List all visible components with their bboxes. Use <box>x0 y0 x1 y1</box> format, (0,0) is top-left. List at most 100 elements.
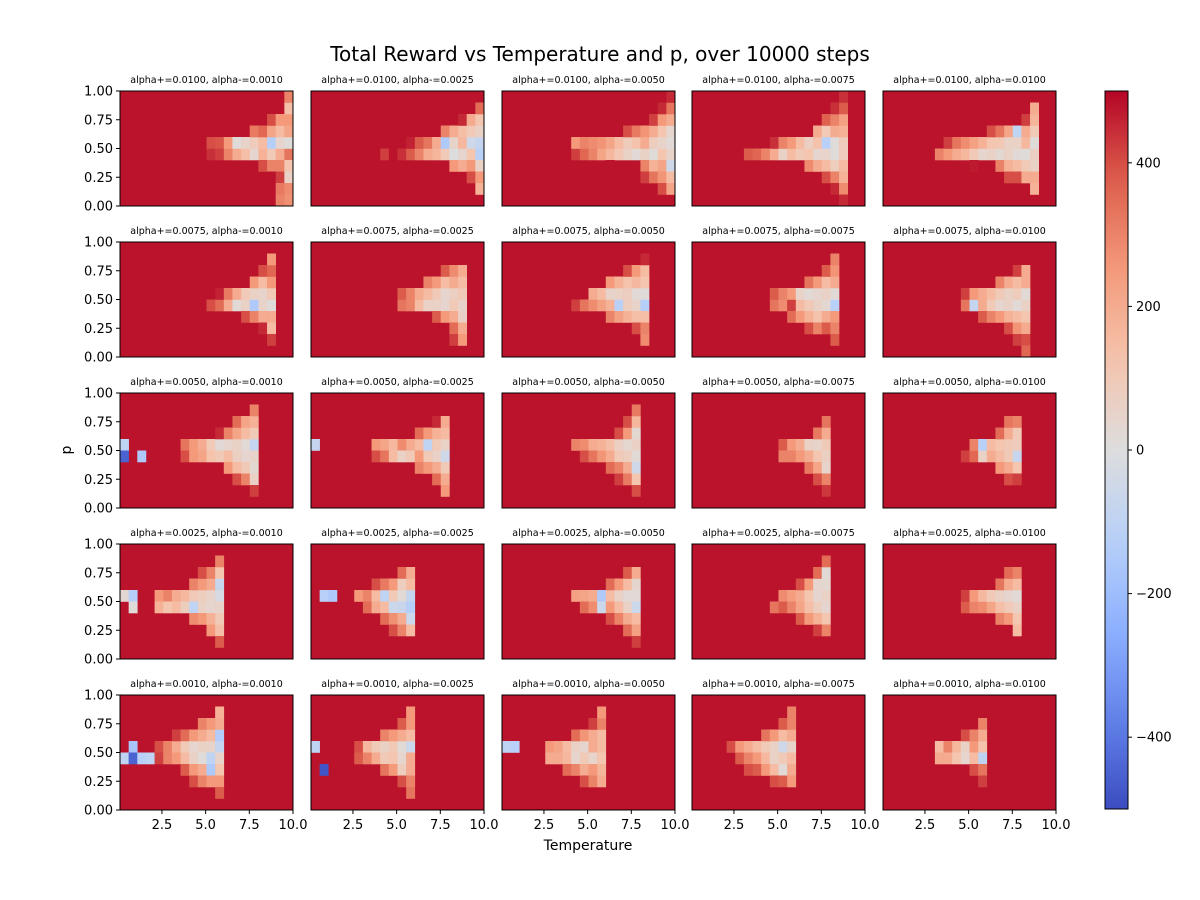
heatmap-cell <box>631 439 641 451</box>
heatmap-cell <box>388 578 398 591</box>
heatmap-cell <box>267 334 276 346</box>
heatmap-cell <box>623 288 633 300</box>
panel-title: alpha+=0.0075, alpha-=0.0010 <box>130 226 283 237</box>
panel: alpha+=0.0025, alpha-=0.0010 0.00 0.25 0.50… <box>84 528 294 668</box>
heatmap-cell <box>752 741 762 753</box>
y-axis-label: p <box>59 445 75 454</box>
heatmap-cell <box>743 148 753 161</box>
panel: alpha+=0.0100, alpha-=0.0075 <box>691 75 866 207</box>
heatmap-cell <box>458 125 467 138</box>
heatmap-cell <box>778 752 788 765</box>
heatmap-cell <box>397 590 407 602</box>
heatmap-cell <box>1012 160 1022 172</box>
heatmap-cell <box>380 741 390 753</box>
heatmap-cell <box>830 334 840 346</box>
heatmap-cell <box>769 601 779 614</box>
heatmap-cell <box>180 764 190 776</box>
heatmap-cell <box>657 148 667 161</box>
heatmap-cell <box>631 276 641 289</box>
heatmap-cell <box>423 288 433 300</box>
heatmap-cell <box>249 311 259 323</box>
heatmap-cell <box>605 288 615 300</box>
heatmap-cell <box>406 299 416 312</box>
heatmap-cell <box>821 439 831 451</box>
heatmap-cell <box>821 485 831 497</box>
heatmap-cell <box>553 752 563 765</box>
heatmap-cell <box>778 137 788 149</box>
heatmap-cell <box>406 787 416 799</box>
panel-title: alpha+=0.0075, alpha-=0.0075 <box>702 226 855 237</box>
heatmap-cell <box>380 764 390 776</box>
heatmap-cell <box>978 288 988 300</box>
heatmap-cell <box>397 752 407 765</box>
heatmap-cell <box>813 148 823 161</box>
heatmap-cell <box>571 729 581 742</box>
heatmap-cell <box>795 288 805 300</box>
heatmap-cell <box>986 125 996 138</box>
heatmap-cell <box>1004 567 1014 579</box>
heatmap-cell <box>232 462 242 474</box>
heatmap-cell <box>475 125 485 138</box>
heatmap-cell <box>267 265 276 277</box>
y-tick-label: 0.25 <box>84 322 113 337</box>
heatmap-cell <box>597 601 607 614</box>
heatmap-cell <box>189 439 199 451</box>
heatmap-cell <box>180 729 190 742</box>
panel-title: alpha+=0.0050, alpha-=0.0100 <box>893 377 1046 388</box>
heatmap-cell <box>1004 462 1014 474</box>
heatmap-cell <box>267 148 276 161</box>
heatmap-cell <box>579 752 589 765</box>
panel-title: alpha+=0.0025, alpha-=0.0075 <box>702 528 855 539</box>
heatmap-cell <box>1004 578 1014 591</box>
heatmap-cell <box>1021 299 1031 312</box>
heatmap-cell <box>319 590 329 602</box>
heatmap-cell <box>752 752 762 765</box>
y-tick-label: 0.75 <box>84 264 113 279</box>
heatmap-cell <box>631 485 641 497</box>
heatmap-cell <box>761 148 771 161</box>
y-tick-label: 1.00 <box>84 85 113 100</box>
heatmap-cell <box>597 288 607 300</box>
heatmap-cell <box>440 276 450 289</box>
heatmap-cell <box>275 137 285 149</box>
heatmap-cell <box>623 427 633 440</box>
heatmap-cell <box>795 578 805 591</box>
panel: alpha+=0.0050, alpha-=0.0075 <box>691 377 866 509</box>
heatmap-cell <box>466 125 476 138</box>
heatmap-cell <box>830 171 840 184</box>
heatmap-cell <box>258 322 268 335</box>
heatmap-cell <box>197 741 207 753</box>
heatmap-cell <box>821 450 831 463</box>
heatmap-cell <box>215 729 225 742</box>
heatmap-cell <box>969 601 979 614</box>
heatmap-cell <box>995 148 1005 161</box>
heatmap-cell <box>649 114 658 126</box>
heatmap-cell <box>623 578 633 591</box>
heatmap-cell <box>388 752 398 765</box>
heatmap-cell <box>995 439 1005 451</box>
heatmap-cell <box>423 427 433 440</box>
panel-title: alpha+=0.0050, alpha-=0.0010 <box>130 377 283 388</box>
heatmap-cell <box>787 775 797 788</box>
heatmap-cell <box>397 148 407 161</box>
panel-title: alpha+=0.0100, alpha-=0.0100 <box>893 75 1046 86</box>
heatmap-cell <box>249 485 259 497</box>
heatmap-cell <box>241 450 251 463</box>
heatmap-cell <box>571 137 581 149</box>
heatmap-cell <box>830 253 840 266</box>
heatmap-cell <box>414 137 424 149</box>
y-tick-label: 0.25 <box>84 624 113 639</box>
heatmap-cell <box>631 322 641 335</box>
panel-title: alpha+=0.0025, alpha-=0.0025 <box>321 528 474 539</box>
heatmap-cell <box>249 450 259 463</box>
heatmap-cell <box>432 311 442 323</box>
heatmap-cell <box>275 160 285 172</box>
heatmap-cell <box>631 567 641 579</box>
heatmap-cell <box>215 288 225 300</box>
heatmap-cell <box>249 148 259 161</box>
heatmap-cell <box>778 148 788 161</box>
heatmap-cell <box>978 450 988 463</box>
heatmap-cell <box>821 288 831 300</box>
heatmap-cell <box>787 764 797 776</box>
heatmap-cell <box>449 137 459 149</box>
